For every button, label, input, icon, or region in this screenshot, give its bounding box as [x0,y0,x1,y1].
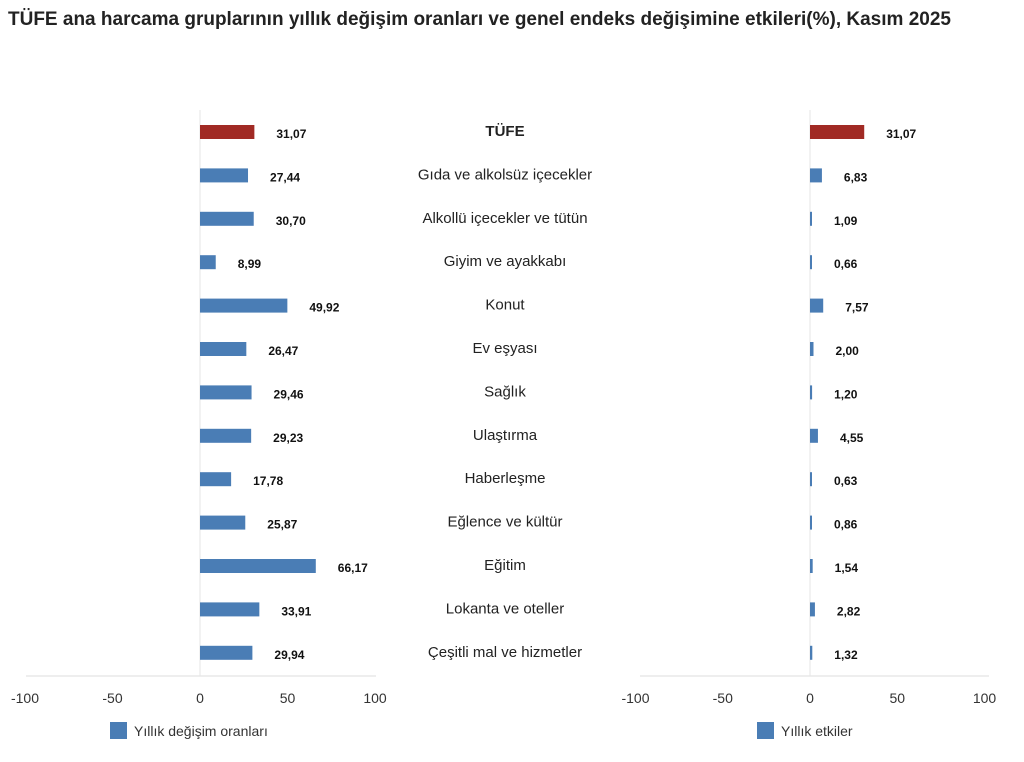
category-label: Alkollü içecekler ve tütün [422,210,587,227]
bar [810,125,865,139]
data-label: 1,20 [834,387,858,401]
bar [810,515,812,530]
category-label: Lokanta ve oteller [446,600,564,617]
x-tick-label: 50 [889,690,905,706]
data-label: 33,91 [281,604,311,618]
x-tick-label: -100 [621,690,649,706]
chart-title: TÜFE ana harcama gruplarının yıllık deği… [8,9,951,30]
bar [200,168,249,183]
x-tick-label: -50 [102,690,122,706]
category-label: Sağlık [484,383,526,400]
data-label: 1,32 [834,648,858,662]
x-tick-label: 100 [973,690,997,706]
x-tick-label: 50 [280,690,296,706]
bar [200,342,247,356]
data-label: 0,66 [834,257,858,271]
data-label: 26,47 [268,344,298,358]
bar [810,428,818,443]
bar [200,428,252,443]
data-label: 31,07 [886,127,916,141]
data-label: 17,78 [253,474,283,488]
data-label: 1,54 [835,561,859,575]
category-label: Ulaştırma [473,427,538,444]
category-label: Eğitim [484,557,526,574]
x-tick-label: 0 [196,690,204,706]
data-label: 0,63 [834,474,858,488]
bar [200,298,288,313]
bar [200,645,253,660]
data-label: 49,92 [309,301,339,315]
bar [810,255,812,270]
data-label: 66,17 [338,561,368,575]
bar [810,645,813,660]
bar [810,342,814,356]
x-tick-label: 100 [363,690,387,706]
legend-label: Yıllık etkiler [781,723,853,739]
bar [810,559,813,573]
category-label: Ev eşyası [472,340,537,357]
data-label: 4,55 [840,431,864,445]
data-label: 7,57 [845,301,869,315]
category-label: Çeşitli mal ve hizmetler [428,644,582,661]
x-tick-label: -100 [11,690,39,706]
legend-label: Yıllık değişim oranları [134,723,268,739]
bar [200,125,255,139]
legend-swatch [110,722,127,739]
data-label: 25,87 [267,518,297,532]
bar [810,385,813,400]
data-label: 0,86 [834,518,858,532]
legend-swatch [757,722,774,739]
bar [200,472,232,487]
category-label: Konut [485,297,525,314]
data-label: 30,70 [276,214,306,228]
data-label: 6,83 [844,170,868,184]
category-label: Haberleşme [465,470,546,487]
bar [200,602,260,617]
bar [810,211,812,226]
x-tick-label: 0 [806,690,814,706]
x-tick-label: -50 [713,690,733,706]
data-label: 29,94 [274,648,304,662]
bar [200,559,316,573]
data-label: 8,99 [238,257,262,271]
bar [200,211,254,226]
bar [810,168,822,183]
data-label: 2,82 [837,604,861,618]
bar [200,385,252,400]
category-label: TÜFE [485,123,524,140]
data-label: 1,09 [834,214,858,228]
data-label: 2,00 [835,344,859,358]
bar [200,515,246,530]
data-label: 29,46 [274,387,304,401]
bar [200,255,216,270]
category-label: Eğlence ve kültür [447,514,562,531]
bar [810,602,815,617]
bar [810,472,812,487]
data-label: 31,07 [276,127,306,141]
category-label: Giyim ve ayakkabı [444,253,567,270]
category-label: Gıda ve alkolsüz içecekler [418,166,592,183]
data-label: 27,44 [270,170,300,184]
data-label: 29,23 [273,431,303,445]
bar [810,298,824,313]
